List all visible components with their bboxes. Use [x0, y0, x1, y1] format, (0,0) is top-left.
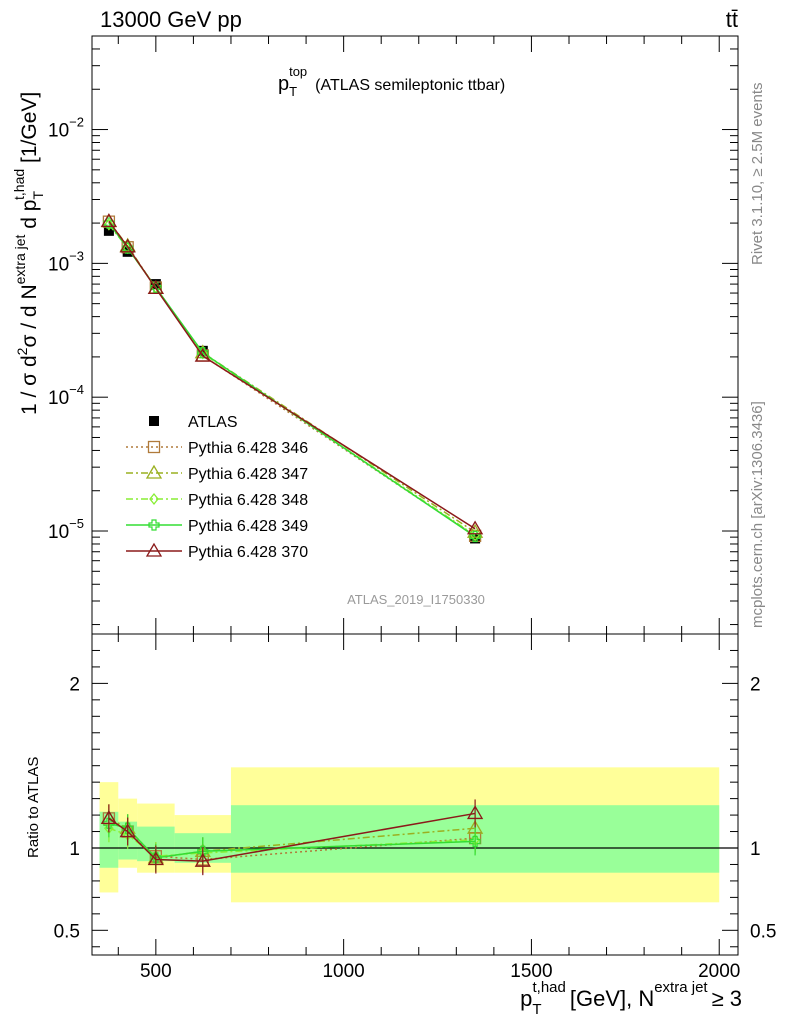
series-pythia-6-428-348-line	[108, 224, 476, 536]
energy-label: 13000 GeV pp	[100, 7, 242, 32]
legend-pythia-6-428-348-label: Pythia 6.428 348	[188, 492, 308, 509]
ratio-pythia-6-428-370-point	[147, 851, 164, 866]
series-atlas-point	[197, 345, 208, 356]
series-pythia-6-428-370-point	[147, 280, 164, 295]
series-pythia-6-428-370-point	[100, 213, 118, 228]
series-pythia-6-428-347-point	[466, 523, 484, 538]
plot-title: pTtop(ATLAS semileptonic ttbar)	[278, 64, 505, 99]
legend-atlas-label: ATLAS	[188, 414, 238, 431]
x-tick-label: 1500	[510, 961, 552, 982]
legend-pythia-6-428-370-marker	[145, 542, 163, 557]
x-tick-label: 2000	[698, 961, 740, 982]
ratio-y-tick-label: 2	[69, 674, 80, 695]
mcplots-label: mcplots.cern.ch [arXiv:1306.3436]	[749, 401, 766, 628]
ratio-pythia-6-428-370-point	[194, 852, 211, 867]
x-axis-label: pTt,had [GeV], Nextra jet ≥ 3	[520, 979, 742, 1018]
main-y-axis-label: 1 / σ d2σ / d Nextra jet d pTt,had [1/Ge…	[11, 92, 46, 415]
series-atlas-point	[150, 279, 161, 290]
series-pythia-6-428-346-line	[108, 221, 476, 537]
ratio-frame	[91, 633, 739, 956]
series-atlas-point	[103, 225, 114, 236]
series-pythia-6-428-370-line	[108, 220, 476, 530]
main-y-tick-label: 10−5	[48, 516, 84, 543]
ratio-y-axis-label: Ratio to ATLAS	[25, 757, 42, 858]
main-y-tick-label: 10−3	[48, 248, 84, 275]
ratio-pythia-6-428-349-point	[103, 817, 115, 829]
ratio-y-tick-label-right: 2	[750, 674, 761, 695]
process-label: tt̄	[726, 7, 738, 32]
main-plot-panel: 10−2 10−3 10−4 10−5	[48, 35, 739, 635]
legend-atlas-marker	[149, 416, 159, 426]
legend-pythia-6-428-346-label: Pythia 6.428 346	[188, 440, 308, 457]
ratio-pythia-6-428-349-point	[469, 835, 481, 848]
ratio-pythia-6-428-349-point	[197, 845, 209, 857]
series-pythia-6-428-370-point	[119, 238, 136, 253]
series-pythia-6-428-370-point	[466, 520, 484, 535]
ratio-y-tick-label: 1	[69, 839, 80, 860]
series-pythia-6-428-349-point	[122, 242, 134, 254]
rivet-label: Rivet 3.1.10, ≥ 2.5M events	[749, 83, 766, 266]
x-tick-label: 500	[140, 961, 172, 982]
ratio-pythia-6-428-370-point	[119, 823, 136, 838]
legend-pythia-6-428-348-marker	[149, 492, 159, 506]
legend-pythia-6-428-349-marker	[148, 519, 160, 531]
ratio-y-tick-label-right: 0.5	[750, 921, 776, 942]
ratio-pythia-6-428-370-point	[466, 805, 484, 820]
x-tick-label: 1000	[322, 961, 364, 982]
analysis-id: ATLAS_2019_I1750330	[347, 592, 485, 607]
legend-pythia-6-428-346-marker	[147, 440, 161, 454]
ratio-y-tick-label-right: 1	[750, 839, 761, 860]
ratio-plot-panel: 0.5 0.5 1 1 2 2 500 1000 1500 2000	[54, 633, 776, 982]
series-atlas-point	[470, 533, 481, 544]
ratio-pythia-6-428-370-point	[100, 810, 118, 825]
ratio-y-tick-label: 0.5	[54, 921, 80, 942]
legend-pythia-6-428-370-label: Pythia 6.428 370	[188, 544, 308, 561]
legend-pythia-6-428-347-label: Pythia 6.428 347	[188, 466, 308, 483]
series-pythia-6-428-349-point	[469, 530, 481, 543]
series-pythia-6-428-348-point	[104, 218, 114, 231]
series-pythia-6-428-349-line	[108, 222, 476, 538]
legend-pythia-6-428-347-marker	[145, 464, 163, 479]
series-pythia-6-428-349-point	[103, 217, 115, 229]
legend: ATLAS Pythia 6.428 346 Pythia 6.428 347 Pyt…	[126, 414, 308, 561]
legend-pythia-6-428-349-label: Pythia 6.428 349	[188, 518, 308, 535]
main-y-tick-label: 10−2	[48, 115, 84, 142]
series-pythia-6-428-347-line	[108, 221, 476, 533]
series-pythia-6-428-370-point	[194, 347, 211, 362]
main-y-tick-label: 10−4	[48, 382, 84, 409]
